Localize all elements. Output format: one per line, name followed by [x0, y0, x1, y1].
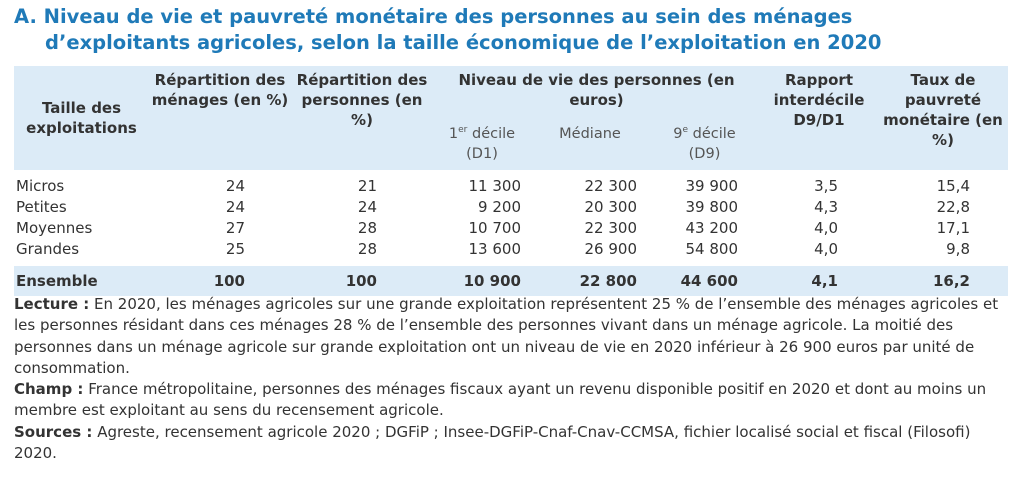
header-d1: 1er décile (D1): [433, 120, 531, 170]
title-line-2: d’exploitants agricoles, selon la taille…: [45, 31, 882, 54]
header-size: Taille des exploitations: [14, 66, 149, 170]
total-row: Ensemble 100 100 10 900 22 800 44 600 4,…: [14, 266, 1008, 296]
note-sources: Sources : Agreste, recensement agricole …: [14, 422, 971, 463]
header-median: Médiane: [531, 120, 649, 170]
header-poverty: Taux de pauvreté monétaire (en %): [878, 66, 1008, 170]
table-row: Grandes 25 28 13 600 26 900 54 800 4,0 9…: [16, 240, 970, 258]
header-d9: 9e décile (D9): [649, 120, 760, 170]
table-row: Micros 24 21 11 300 22 300 39 900 3,5 15…: [16, 177, 970, 195]
data-table: Taille des exploitations Répartition des…: [14, 66, 1008, 296]
title-prefix: A.: [14, 5, 37, 28]
header-ratio: Rapport interdécile D9/D1: [760, 66, 878, 170]
header-living-standard: Niveau de vie des personnes (en euros): [433, 66, 760, 120]
header-persons: Répartition des personnes (en %): [291, 66, 433, 170]
note-champ: Champ : France métropolitaine, personnes…: [14, 380, 987, 420]
header-households: Répartition des ménages (en %): [149, 66, 291, 170]
table-row: Moyennes 27 28 10 700 22 300 43 200 4,0 …: [16, 219, 970, 237]
title-line-1: Niveau de vie et pauvreté monétaire des …: [43, 5, 853, 28]
table-row: Petites 24 24 9 200 20 300 39 800 4,3 22…: [16, 198, 970, 216]
note-lecture: Lecture : En 2020, les ménages agricoles…: [14, 295, 999, 377]
table-notes: Lecture : En 2020, les ménages agricoles…: [14, 294, 1004, 464]
table-title: A. Niveau de vie et pauvreté monétaire d…: [14, 4, 1014, 56]
